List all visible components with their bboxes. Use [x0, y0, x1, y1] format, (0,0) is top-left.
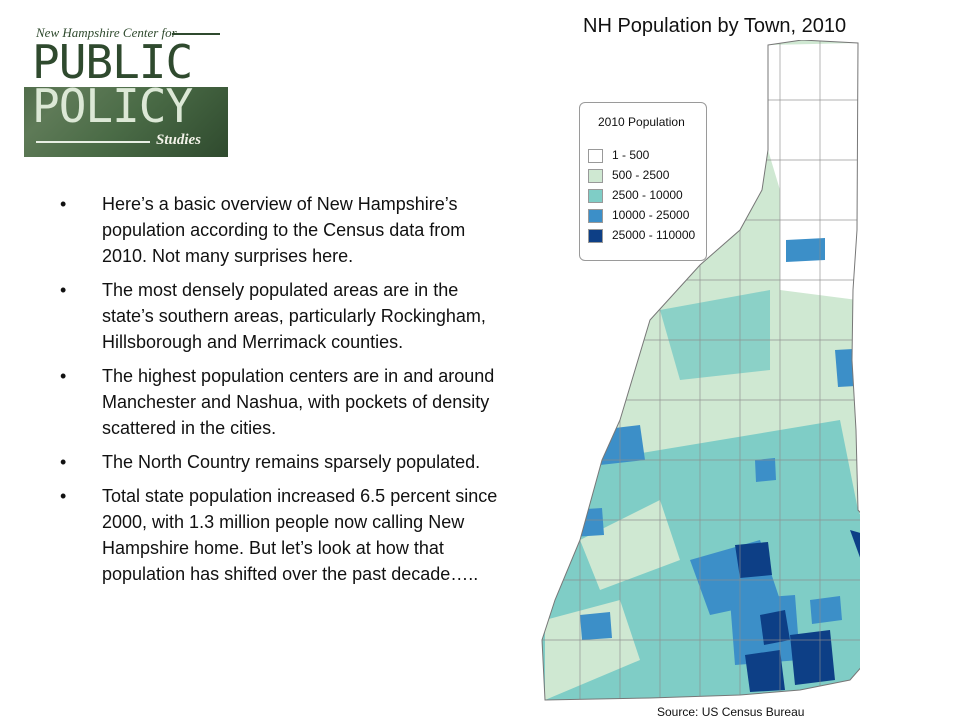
legend-title: 2010 Population	[598, 115, 685, 129]
map-legend: 2010 Population 1 - 500 500 - 2500 2500 …	[579, 102, 707, 261]
region-laconia	[755, 458, 776, 482]
legend-label: 2500 - 10000	[612, 188, 683, 202]
region-concord	[735, 542, 772, 578]
logo-header-band	[24, 17, 228, 87]
bullet-item: • Total state population increased 6.5 pe…	[60, 483, 510, 587]
bullet-text: Total state population increased 6.5 per…	[102, 486, 498, 584]
legend-swatch	[588, 209, 603, 223]
logo-word-public: PUBLIC	[32, 35, 193, 89]
logo-rule-bottom	[36, 141, 150, 143]
state-outline	[541, 40, 860, 701]
nh-population-map	[541, 40, 860, 701]
region-southwest	[545, 600, 640, 700]
legend-swatch	[588, 149, 603, 163]
region-west-central	[580, 500, 680, 590]
logo-rule-top	[172, 33, 220, 35]
region-salem	[790, 630, 835, 685]
bullet-dot: •	[60, 366, 67, 386]
logo-word-policy: POLICY	[32, 79, 193, 133]
bullet-item: • The highest population centers are in a…	[60, 363, 510, 441]
bullet-dot: •	[60, 452, 67, 472]
logo-org-name: New Hampshire Center for	[36, 25, 177, 40]
map-title: NH Population by Town, 2010	[583, 15, 847, 37]
legend-swatch	[588, 189, 603, 203]
map-source: Source: US Census Bureau	[657, 705, 805, 719]
region-manchester	[760, 610, 790, 645]
bullet-dot: •	[60, 486, 67, 506]
bullet-item: • The North Country remains sparsely popu…	[60, 449, 510, 475]
bullet-item: • Here’s a basic overview of New Hampshir…	[60, 191, 510, 269]
bullet-dot: •	[60, 194, 67, 214]
legend-swatch	[588, 229, 603, 243]
bullet-item: • The most densely populated areas are in…	[60, 277, 510, 355]
region-lebanon	[598, 425, 645, 465]
logo-word-studies: Studies	[156, 132, 202, 148]
region-keene	[580, 612, 612, 640]
region-conway	[835, 348, 860, 387]
bullet-dot: •	[60, 280, 67, 300]
legend-swatch	[588, 169, 603, 183]
region-nashua	[745, 650, 785, 692]
legend-label: 500 - 2500	[612, 168, 670, 182]
center-logo: New Hampshire Center for PUBLIC POLICY S…	[24, 17, 228, 157]
legend-label: 25000 - 110000	[612, 228, 696, 242]
region-claremont	[570, 508, 604, 537]
legend-label: 1 - 500	[612, 148, 650, 162]
region-berlin	[786, 238, 825, 262]
bullet-text: Here’s a basic overview of New Hampshire…	[102, 194, 466, 266]
bullet-text: The North Country remains sparsely popul…	[102, 452, 481, 472]
region-lakes	[660, 290, 770, 380]
bullet-list: • Here’s a basic overview of New Hampshir…	[60, 191, 510, 595]
legend-label: 10000 - 25000	[612, 208, 690, 222]
region-derry	[810, 596, 842, 624]
bullet-text: The most densely populated areas are in …	[102, 280, 486, 352]
bullet-text: The highest population centers are in an…	[102, 366, 495, 438]
